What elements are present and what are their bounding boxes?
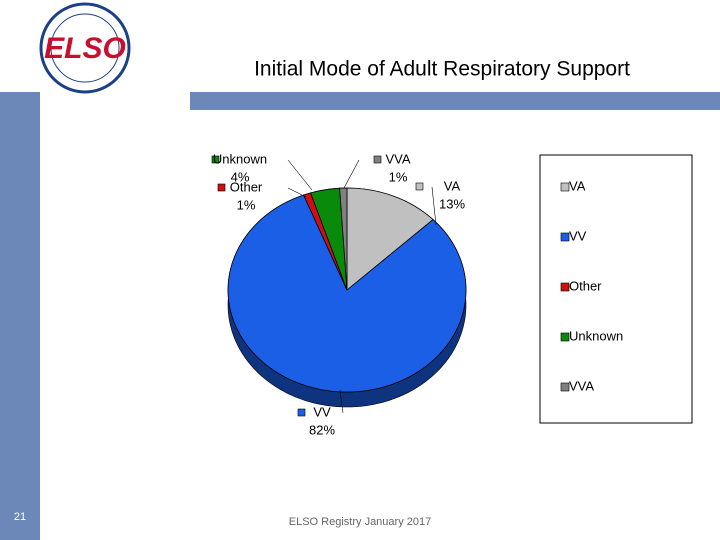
data-label-name: VVA [385,151,410,166]
slice [227,194,467,393]
logo-inner-ring [50,13,120,83]
legend-label: VA [569,178,586,193]
logo: ELSO [39,2,131,94]
data-label-name: VV [313,404,331,419]
legend-swatch [560,282,570,292]
legend-label: VV [569,228,587,243]
data-label-value: 1% [389,169,408,184]
label-swatch [373,155,382,164]
label-swatch [211,155,220,164]
legend-swatch [560,182,570,192]
data-label-value: 82% [309,422,335,437]
leader-line [287,159,313,191]
legend-swatch [560,232,570,242]
legend-swatch [560,382,570,392]
label-swatch [415,182,424,191]
leader-line [343,159,360,189]
slice [339,187,348,291]
page-number: 21 [14,511,26,523]
legend-swatch [560,332,570,342]
header-bar [190,92,720,110]
data-label-value: 1% [237,197,256,212]
leader-line [339,389,344,414]
label-swatch [217,183,226,192]
logo-text: ELSO [44,32,126,65]
data-label-name: Other [230,179,263,194]
data-label-name: Unknown [213,151,267,166]
data-label-value: 13% [439,196,465,211]
legend-label: Unknown [569,328,623,343]
chart-title: Initial Mode of Adult Respiratory Suppor… [254,58,630,81]
leader-line [431,186,437,226]
side-bar [0,92,40,540]
slice [346,187,434,291]
data-label-name: VA [444,178,461,193]
logo-ring [39,2,131,94]
pie: VA 13% VV 82% Other 1% Unknown 4% VVA 1% [211,151,467,437]
leader-line [287,187,307,198]
data-label-value: 4% [231,169,250,184]
legend-label: VVA [569,378,594,393]
legend-label: Other [569,278,602,293]
footer: ELSO Registry January 2017 [289,516,431,528]
label-swatch [297,408,306,417]
